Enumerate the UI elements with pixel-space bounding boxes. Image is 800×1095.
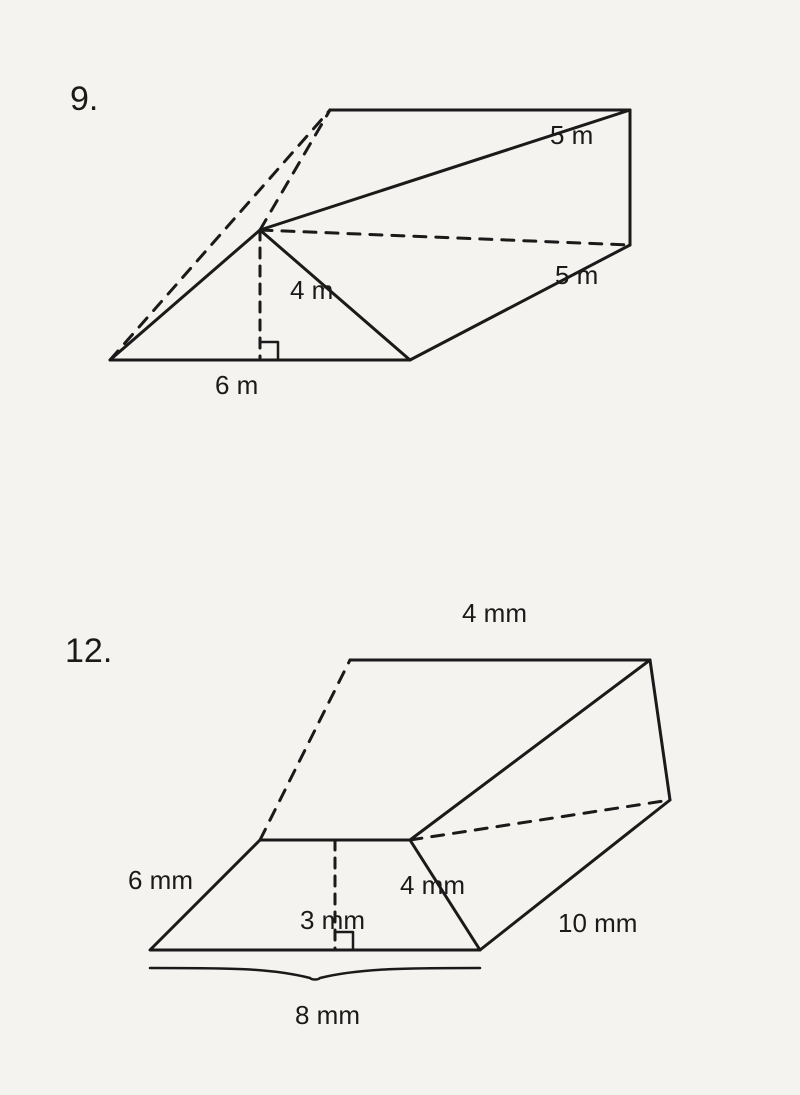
problem-12-diagram (110, 600, 690, 1020)
p12-label-base: 8 mm (295, 1000, 360, 1031)
p12-label-left-slant: 6 mm (128, 865, 193, 896)
p9-label-top-right: 5 m (550, 120, 593, 151)
problem-12-number: 12. (65, 632, 112, 671)
p9-label-base: 6 m (215, 370, 258, 401)
worksheet-page: 9. 5 m 5 m 4 m 6 m 12. (0, 0, 800, 1095)
p12-label-top: 4 mm (462, 598, 527, 629)
p12-label-height: 3 mm (300, 905, 365, 936)
p9-label-height: 4 m (290, 275, 333, 306)
p12-label-right-slant: 4 mm (400, 870, 465, 901)
p9-label-right: 5 m (555, 260, 598, 291)
p12-label-depth: 10 mm (558, 908, 637, 939)
